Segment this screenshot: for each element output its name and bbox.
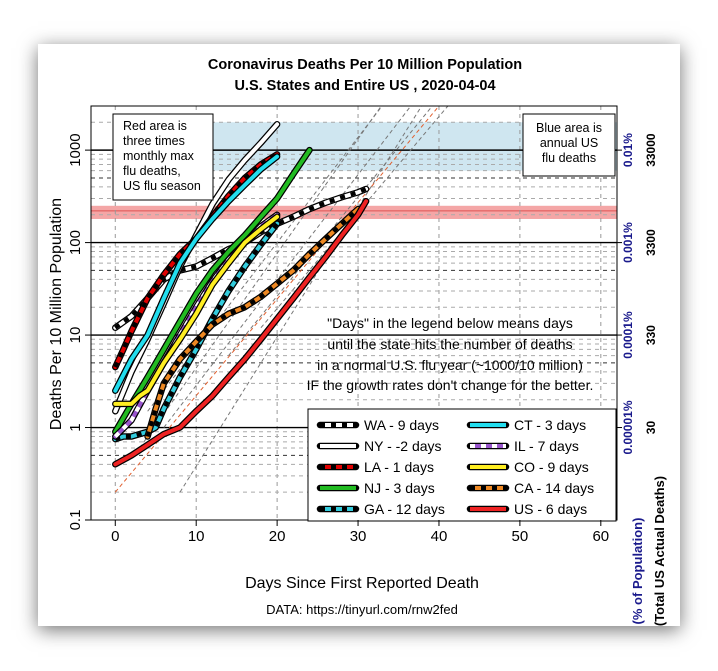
right-axis-label-pct: (% of Population) xyxy=(630,518,645,625)
growth-reference-line xyxy=(179,106,423,493)
legend-label: NJ - 3 days xyxy=(364,480,435,496)
series-line xyxy=(113,199,369,467)
right-actual-label: 330 xyxy=(644,325,658,345)
blue-area-annotation: Blue area is annual US flu deaths xyxy=(522,113,616,177)
x-tick-label: 60 xyxy=(592,528,609,545)
right-axis-label-actual: (Total US Actual Deaths) xyxy=(652,476,667,626)
blue-note-line: annual US xyxy=(540,136,598,150)
chart-svg: Coronavirus Deaths Per 10 Million Popula… xyxy=(48,57,667,626)
x-tick-label: 50 xyxy=(512,528,529,545)
days-note: "Days" in the legend below means days un… xyxy=(307,315,594,393)
y-tick-label: 100 xyxy=(67,230,84,255)
right-pct-label: 0.00001% xyxy=(621,400,635,454)
x-tick-label: 40 xyxy=(431,528,448,545)
x-tick-label: 20 xyxy=(269,528,286,545)
growth-reference-line xyxy=(260,106,449,329)
series-dash xyxy=(145,207,360,438)
y-tick-label: 0.1 xyxy=(67,510,84,531)
y-tick-label: 10 xyxy=(67,327,84,344)
red-note-line: monthly max xyxy=(123,149,195,163)
note-line: IF the growth rates don't change for the… xyxy=(307,377,594,393)
legend-label: CT - 3 days xyxy=(514,417,586,433)
x-tick-label: 0 xyxy=(111,528,119,545)
legend-label: CO - 9 days xyxy=(514,459,589,475)
legend-label: US - 6 days xyxy=(514,501,587,517)
red-area-annotation: Red area is three times monthly max flu … xyxy=(112,113,214,201)
chart-title: Coronavirus Deaths Per 10 Million Popula… xyxy=(208,57,522,73)
red-note-line: US flu season xyxy=(123,179,201,193)
blue-note-line: flu deaths xyxy=(542,151,596,165)
x-tick-label: 10 xyxy=(188,528,205,545)
legend-label: WA - 9 days xyxy=(364,417,439,433)
red-note-line: three times xyxy=(123,134,185,148)
growth-reference-line xyxy=(163,106,412,428)
right-actual-label: 33000 xyxy=(644,133,658,167)
note-line: until the state hits the number of death… xyxy=(327,336,572,352)
legend-label: NY - -2 days xyxy=(364,438,442,454)
legend-label: CA - 14 days xyxy=(514,480,594,496)
legend-label: IL - 7 days xyxy=(514,438,579,454)
red-note-line: Red area is xyxy=(123,119,187,133)
y-axis-label: Deaths Per 10 Million Population xyxy=(48,198,65,430)
series-dash xyxy=(113,213,279,438)
series-line xyxy=(113,148,312,434)
y-tick-label: 1000 xyxy=(67,133,84,166)
y-axis: 0.1 1 10 100 1000 xyxy=(67,133,91,530)
series-dash xyxy=(113,152,279,368)
blue-note-line: Blue area is xyxy=(536,121,602,135)
legend-label: GA - 12 days xyxy=(364,501,445,517)
right-pct-label: 0.01% xyxy=(621,133,635,167)
note-line: in a normal U.S. flu year (~1000/10 mill… xyxy=(317,357,583,373)
source-label: DATA: https://tinyurl.com/rnw2fed xyxy=(266,602,458,617)
chart-card: Coronavirus Deaths Per 10 Million Popula… xyxy=(38,44,680,626)
red-note-line: flu deaths, xyxy=(123,164,181,178)
y-tick-label: 1 xyxy=(67,423,84,431)
legend-label: LA - 1 days xyxy=(364,459,434,475)
series-line xyxy=(113,214,280,406)
series-lines xyxy=(112,121,370,468)
right-axis: 0.01% 0.001% 0.0001% 0.00001% 33000 3300 330 30 xyxy=(617,133,658,455)
chart-subtitle: U.S. States and Entire US , 2020-04-04 xyxy=(234,78,495,94)
x-axis-label: Days Since First Reported Death xyxy=(245,575,479,592)
right-pct-label: 0.001% xyxy=(621,222,635,263)
series-line xyxy=(113,154,280,393)
right-actual-label: 30 xyxy=(644,421,658,435)
series-dash xyxy=(114,222,279,442)
x-tick-label: 30 xyxy=(350,528,367,545)
x-axis: 0 10 20 30 40 50 60 xyxy=(111,520,609,545)
right-actual-label: 3300 xyxy=(644,229,658,256)
legend: WA - 9 days CT - 3 days NY - -2 days IL - 7… xyxy=(307,408,617,522)
note-line: "Days" in the legend below means days xyxy=(327,315,573,331)
right-pct-label: 0.0001% xyxy=(621,311,635,359)
